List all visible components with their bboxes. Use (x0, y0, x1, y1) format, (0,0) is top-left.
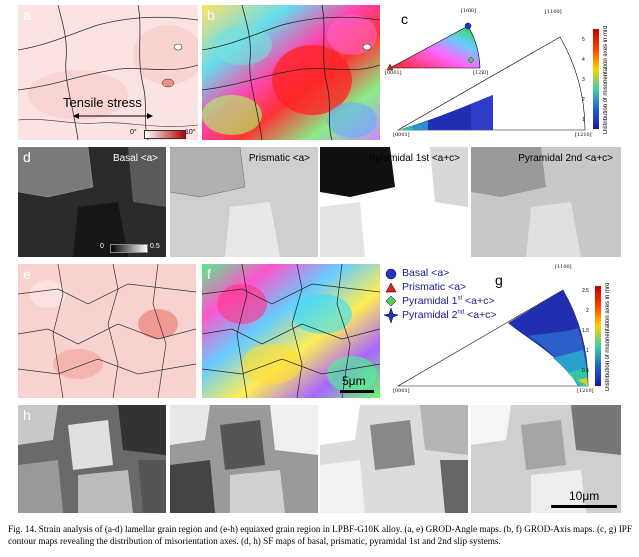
panel-h-sf-pyramidal1 (320, 405, 468, 513)
sf-pyramidal1-label: Pyramidal 1st <a+c> (368, 153, 460, 164)
panel-h-sf-prismatic (170, 405, 318, 513)
panel-b-grod-axis-map: b (202, 5, 380, 140)
panel-label-f: f (207, 266, 211, 282)
legend-pyramidal1: Pyramidal 1st <a+c> (402, 295, 495, 307)
contour-c-tick-2: 2 (582, 97, 585, 103)
legend-prismatic: Prismatic <a> (402, 281, 467, 293)
sf-h-pyramidal1-map (320, 405, 468, 513)
grain-boundaries-a (18, 5, 198, 140)
panel-f-grod-axis-map: f 5μm (202, 264, 380, 398)
axis-colormap-b (202, 5, 380, 140)
sf-colorbar (110, 244, 148, 253)
panel-d-sf-prismatic: Prismatic <a> (170, 147, 318, 257)
panel-label-d: d (23, 149, 31, 165)
grain-boundaries-e (18, 264, 196, 398)
panel-label-c: c (401, 11, 408, 27)
tensile-stress-label: Tensile stress (63, 95, 142, 110)
panel-d-sf-pyramidal2: Pyramidal 2nd <a+c> (471, 147, 621, 257)
scale-bar-f (340, 390, 374, 393)
sf-basal-map (18, 147, 166, 257)
angle-scale-max: 10° (185, 129, 196, 136)
contour-g-tick-2-5: 2.5 (582, 288, 589, 294)
contour-c-colorbar (593, 29, 599, 129)
figure-caption: Fig. 14. Strain analysis of (a-d) lamell… (8, 524, 632, 546)
axis-colormap-f (202, 264, 380, 398)
sf-scale-min: 0 (100, 243, 104, 250)
ipf-left-label: [0001] (385, 70, 402, 76)
contour-g-colorbar (595, 286, 601, 386)
panel-a-grod-angle-map: a Tensile stress 0° 10° (18, 5, 198, 140)
ipf-color-key (386, 22, 481, 71)
scale-bar-h-label: 10μm (569, 489, 600, 503)
legend-symbols (384, 268, 398, 324)
sf-h-prismatic-map (170, 405, 318, 513)
sf-h-basal-map (18, 405, 166, 513)
sf-prismatic-map (170, 147, 318, 257)
contour-g-tick-1-5: 1.5 (582, 328, 589, 334)
sf-basal-label: Basal <a> (112, 153, 158, 164)
contour-g-right-label: [1210] (577, 388, 594, 394)
contour-plot-g (396, 289, 589, 387)
panel-c-ipf-contour: c [10ī0] [0001] [12ī0] [1100] [0001] [12… (385, 5, 635, 140)
panel-g-ipf-contour: g [1100] [0001] [1210] 2.5 2 1.5 1 0.5 D… (385, 264, 635, 398)
sf-h-pyramidal2-map (471, 405, 621, 513)
contour-g-tick-1: 1 (586, 348, 589, 354)
pyramidal1-legend-icon (385, 295, 397, 307)
contour-g-tick-0-5: 0.5 (582, 368, 589, 374)
slip-system-legend: Basal <a> Prismatic <a> Pyramidal 1st <a… (384, 266, 524, 326)
panel-h-sf-pyramidal2: 10μm (471, 405, 621, 513)
basal-legend-icon (385, 268, 397, 280)
angle-scale-min: 0° (130, 129, 137, 136)
contour-c-left-label: [0001] (393, 132, 410, 138)
panel-d-sf-basal: d Basal <a> 0 0.5 (18, 147, 166, 257)
contour-c-colorbar-label: Distribution of misorientation axes in m… (603, 25, 609, 134)
panel-label-a: a (23, 7, 31, 23)
angle-colorbar (144, 130, 186, 139)
sf-prismatic-label: Prismatic <a> (248, 153, 310, 164)
scale-bar-h (551, 505, 617, 508)
ipf-right-label: [12ī0] (473, 70, 489, 76)
tensile-arrow (73, 113, 153, 119)
legend-pyramidal2: Pyramidal 2nd <a+c> (402, 309, 497, 321)
sf-pyramidal1-map (320, 147, 468, 257)
pyramidal2-legend-icon (384, 307, 398, 324)
sf-scale-max: 0.5 (150, 243, 160, 250)
contour-g-colorbar-label: Distribution of misorientation axes in m… (605, 282, 611, 391)
contour-c-top-label: [1100] (545, 9, 562, 15)
sf-pyramidal2-label: Pyramidal 2nd <a+c> (518, 153, 613, 164)
contour-c-tick-4: 4 (582, 57, 585, 63)
contour-g-top-label: [1100] (555, 264, 572, 270)
contour-plot-c (396, 36, 586, 131)
panel-d-sf-pyramidal1: Pyramidal 1st <a+c> (320, 147, 468, 257)
ipf-top-label: [10ī0] (461, 8, 477, 14)
panel-h-sf-basal: h (18, 405, 166, 513)
scale-bar-f-label: 5μm (342, 374, 366, 388)
prismatic-legend-icon (385, 282, 397, 293)
contour-c-tick-1: 1 (582, 117, 585, 123)
panel-e-grod-angle-map: e (18, 264, 196, 398)
panel-label-h: h (23, 407, 31, 423)
sf-pyramidal2-map (471, 147, 621, 257)
legend-basal: Basal <a> (402, 267, 450, 279)
panel-label-g: g (495, 272, 503, 288)
panel-label-e: e (23, 266, 31, 282)
contour-c-tick-3: 3 (582, 77, 585, 83)
contour-c-right-label: [1210] (575, 132, 592, 138)
panel-label-b: b (207, 7, 215, 23)
contour-g-tick-2: 2 (586, 308, 589, 314)
contour-g-left-label: [0001] (393, 388, 410, 394)
contour-c-tick-5: 5 (582, 37, 585, 43)
